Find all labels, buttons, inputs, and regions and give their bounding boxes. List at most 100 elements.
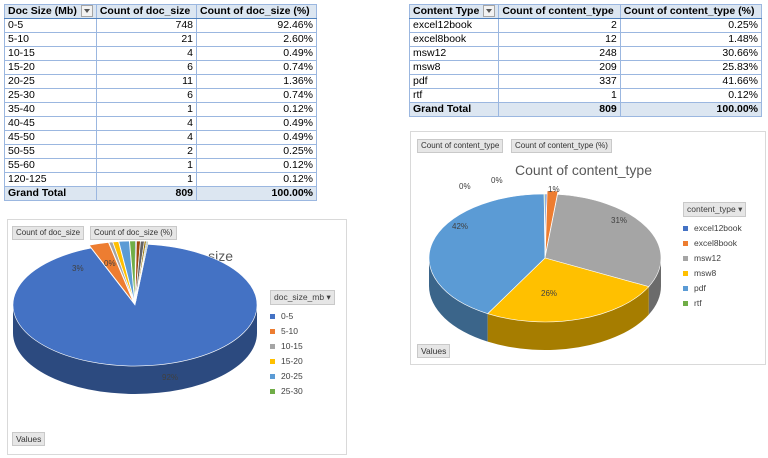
- legend-item[interactable]: 20-25: [270, 369, 335, 384]
- pie-slice[interactable]: [544, 194, 662, 287]
- table-row[interactable]: excel12book 2 0.25%: [408, 18, 763, 33]
- grand-total-row[interactable]: Grand Total 809 100.00%: [408, 102, 763, 117]
- grand-total-value[interactable]: 100.00%: [619, 102, 763, 117]
- value-cell[interactable]: 0.25%: [619, 18, 763, 33]
- legend-item[interactable]: 10-15: [270, 339, 335, 354]
- value-cell[interactable]: 11: [95, 74, 198, 89]
- grand-total-value[interactable]: 809: [498, 102, 621, 117]
- value-cell[interactable]: 0.74%: [196, 60, 317, 75]
- legend-filter-button[interactable]: content_type ▾: [683, 202, 747, 217]
- value-cell[interactable]: 1.48%: [619, 32, 763, 47]
- column-header-content-type[interactable]: Content Type: [408, 4, 500, 19]
- value-cell[interactable]: 30.66%: [619, 46, 763, 61]
- pie-slice[interactable]: [135, 240, 149, 303]
- value-cell[interactable]: 21: [95, 32, 198, 47]
- legend-item[interactable]: pdf: [683, 281, 746, 296]
- pie-slice[interactable]: [428, 193, 546, 314]
- grand-total-label[interactable]: Grand Total: [408, 102, 500, 117]
- row-label-cell[interactable]: 5-10: [4, 32, 97, 47]
- table-row[interactable]: 50-55 2 0.25%: [4, 144, 317, 159]
- table-row[interactable]: 40-45 4 0.49%: [4, 116, 317, 131]
- table-row[interactable]: 10-15 4 0.49%: [4, 46, 317, 61]
- value-cell[interactable]: 1: [95, 102, 198, 117]
- table-row[interactable]: rtf 1 0.12%: [408, 88, 763, 103]
- value-cell[interactable]: 1.36%: [196, 74, 317, 89]
- filter-dropdown-icon[interactable]: [80, 5, 93, 18]
- field-button-count[interactable]: Count of doc_size: [12, 226, 85, 240]
- value-cell[interactable]: 0.49%: [196, 130, 317, 145]
- row-label-cell[interactable]: 25-30: [4, 88, 97, 103]
- value-cell[interactable]: 4: [95, 46, 198, 61]
- value-cell[interactable]: 0.49%: [196, 116, 317, 131]
- value-cell[interactable]: 1: [498, 88, 621, 103]
- column-header-doc-size[interactable]: Doc Size (Mb): [4, 4, 97, 19]
- row-label-cell[interactable]: msw12: [408, 46, 500, 61]
- table-row[interactable]: 25-30 6 0.74%: [4, 88, 317, 103]
- value-cell[interactable]: 25.83%: [619, 60, 763, 75]
- pie-slice[interactable]: [543, 193, 546, 259]
- table-row[interactable]: 15-20 6 0.74%: [4, 60, 317, 75]
- table-row[interactable]: pdf 337 41.66%: [408, 74, 763, 89]
- field-button-count[interactable]: Count of content_type: [417, 139, 504, 153]
- value-cell[interactable]: 41.66%: [619, 74, 763, 89]
- pie-slice[interactable]: [487, 257, 650, 323]
- value-cell[interactable]: 0.12%: [619, 88, 763, 103]
- value-cell[interactable]: 2: [498, 18, 621, 33]
- table-row[interactable]: 0-5 748 92.46%: [4, 18, 317, 33]
- row-label-cell[interactable]: pdf: [408, 74, 500, 89]
- row-label-cell[interactable]: 20-25: [4, 74, 97, 89]
- row-label-cell[interactable]: 35-40: [4, 102, 97, 117]
- row-label-cell[interactable]: 40-45: [4, 116, 97, 131]
- doc-size-pie-chart[interactable]: Count of doc_size Count of doc_size (%) …: [7, 219, 347, 455]
- legend-filter-button[interactable]: doc_size_mb ▾: [270, 290, 335, 305]
- value-cell[interactable]: 12: [498, 32, 621, 47]
- grand-total-value[interactable]: 809: [95, 186, 198, 201]
- value-cell[interactable]: 0.74%: [196, 88, 317, 103]
- value-cell[interactable]: 748: [95, 18, 198, 33]
- table-row[interactable]: 35-40 1 0.12%: [4, 102, 317, 117]
- row-label-cell[interactable]: rtf: [408, 88, 500, 103]
- pie-slice[interactable]: [118, 240, 135, 303]
- row-label-cell[interactable]: 0-5: [4, 18, 97, 33]
- value-cell[interactable]: 6: [95, 88, 198, 103]
- field-button-percent[interactable]: Count of doc_size (%): [90, 226, 177, 240]
- value-cell[interactable]: 1: [95, 158, 198, 173]
- row-label-cell[interactable]: 55-60: [4, 158, 97, 173]
- row-label-cell[interactable]: excel8book: [408, 32, 500, 47]
- value-cell[interactable]: 6: [95, 60, 198, 75]
- row-label-cell[interactable]: excel12book: [408, 18, 500, 33]
- value-cell[interactable]: 4: [95, 130, 198, 145]
- pie-slice[interactable]: [88, 242, 134, 303]
- table-row[interactable]: excel8book 12 1.48%: [408, 32, 763, 47]
- value-cell[interactable]: 0.12%: [196, 172, 317, 187]
- row-label-cell[interactable]: 120-125: [4, 172, 97, 187]
- table-row[interactable]: 55-60 1 0.12%: [4, 158, 317, 173]
- table-row[interactable]: 45-50 4 0.49%: [4, 130, 317, 145]
- legend-item[interactable]: rtf: [683, 296, 746, 311]
- value-cell[interactable]: 0.12%: [196, 158, 317, 173]
- row-label-cell[interactable]: 10-15: [4, 46, 97, 61]
- row-label-cell[interactable]: msw8: [408, 60, 500, 75]
- value-cell[interactable]: 337: [498, 74, 621, 89]
- filter-dropdown-icon[interactable]: [483, 5, 496, 18]
- value-cell[interactable]: 0.12%: [196, 102, 317, 117]
- value-cell[interactable]: 2: [95, 144, 198, 159]
- legend-item[interactable]: 15-20: [270, 354, 335, 369]
- row-label-cell[interactable]: 15-20: [4, 60, 97, 75]
- legend-item[interactable]: 5-10: [270, 324, 335, 339]
- value-cell[interactable]: 0.49%: [196, 46, 317, 61]
- row-label-cell[interactable]: 50-55: [4, 144, 97, 159]
- table-row[interactable]: msw12 248 30.66%: [408, 46, 763, 61]
- table-row[interactable]: 20-25 11 1.36%: [4, 74, 317, 89]
- table-row[interactable]: msw8 209 25.83%: [408, 60, 763, 75]
- legend-item[interactable]: 0-5: [270, 309, 335, 324]
- value-cell[interactable]: 209: [498, 60, 621, 75]
- row-label-cell[interactable]: 45-50: [4, 130, 97, 145]
- table-row[interactable]: 120-125 1 0.12%: [4, 172, 317, 187]
- value-cell[interactable]: 92.46%: [196, 18, 317, 33]
- legend-item[interactable]: excel8book: [683, 236, 746, 251]
- value-cell[interactable]: 248: [498, 46, 621, 61]
- legend-item[interactable]: excel12book: [683, 221, 746, 236]
- value-cell[interactable]: 0.25%: [196, 144, 317, 159]
- table-row[interactable]: 5-10 21 2.60%: [4, 32, 317, 47]
